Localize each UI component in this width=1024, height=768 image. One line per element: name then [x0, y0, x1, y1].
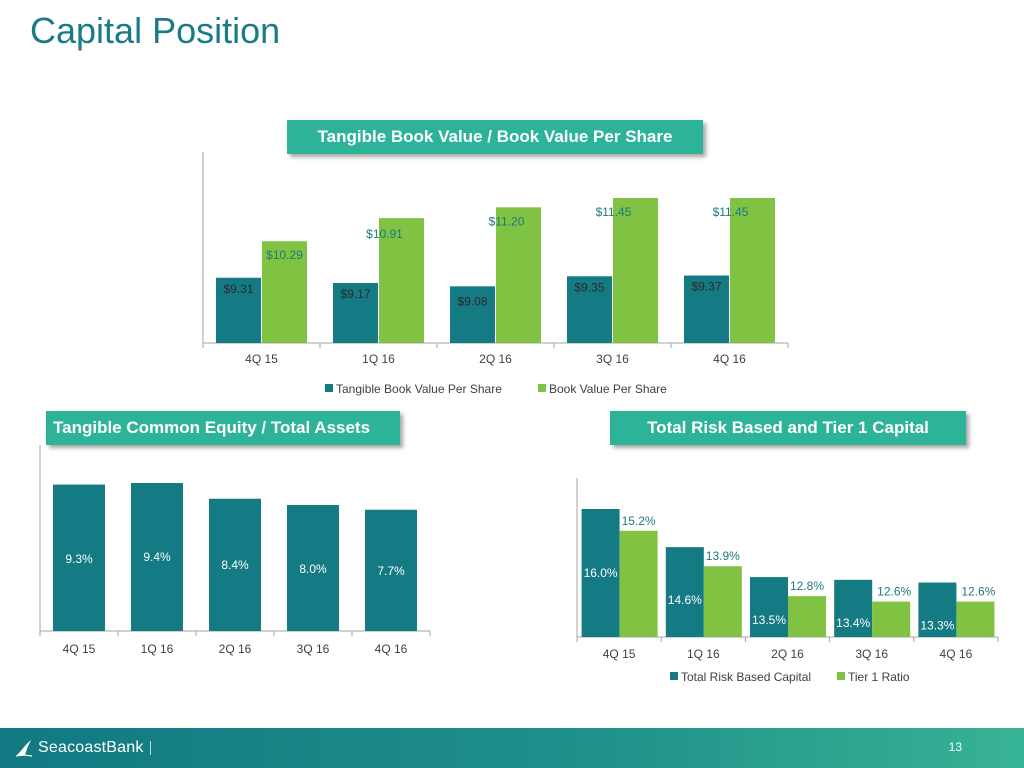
legend-label-tangible-book-value: Tangible Book Value Per Share	[336, 382, 502, 396]
logo-divider	[149, 741, 151, 755]
legend-swatch-total-risk-based-capital	[670, 672, 678, 680]
legend-label-total-risk-based-capital: Total Risk Based Capital	[681, 670, 811, 684]
x-tick-label: 2Q 16	[219, 642, 252, 656]
data-label-tce-ratio: 8.4%	[221, 558, 249, 572]
data-label-tangible-book-value: $9.08	[457, 294, 487, 308]
bar-book-value	[496, 207, 541, 343]
data-label-book-value: $11.45	[713, 205, 749, 219]
bar-total-risk-based-capital	[750, 577, 788, 637]
x-tick-label: 4Q 16	[940, 647, 973, 661]
bar-tce-ratio	[209, 498, 261, 631]
x-tick-label: 3Q 16	[596, 352, 629, 366]
bar-tier-1-ratio	[788, 596, 826, 637]
x-tick-label: 4Q 15	[603, 647, 636, 661]
page-title: Capital Position	[30, 10, 281, 51]
data-label-tier-1-ratio: 12.8%	[790, 579, 824, 593]
x-tick-label: 3Q 16	[297, 642, 330, 656]
bar-book-value	[262, 241, 307, 343]
data-label-total-risk-based-capital: 16.0%	[584, 566, 618, 580]
bar-total-risk-based-capital	[834, 579, 873, 637]
bar-total-risk-based-capital	[581, 509, 620, 637]
bar-total-risk-based-capital	[918, 582, 957, 637]
data-label-tier-1-ratio: 12.6%	[877, 585, 911, 599]
legend-swatch-tangible-book-value	[325, 384, 333, 392]
x-tick-label: 4Q 16	[713, 352, 746, 366]
bar-tce-ratio	[53, 484, 105, 631]
bar-tce-ratio	[287, 505, 339, 631]
bar-book-value	[379, 218, 424, 343]
data-label-tce-ratio: 7.7%	[377, 564, 405, 578]
bar-tce-ratio	[131, 483, 183, 631]
legend-label-tier-1-ratio: Tier 1 Ratio	[848, 670, 910, 684]
data-label-book-value: $10.91	[366, 227, 403, 241]
bar-tier-1-ratio	[619, 530, 658, 637]
x-tick-label: 2Q 16	[479, 352, 512, 366]
bar-tier-1-ratio	[703, 566, 742, 637]
data-label-tangible-book-value: $9.35	[574, 280, 604, 294]
legend-swatch-book-value	[538, 384, 546, 392]
data-label-tce-ratio: 9.3%	[65, 552, 93, 566]
x-tick-label: 2Q 16	[771, 647, 804, 661]
x-tick-label: 4Q 16	[375, 642, 408, 656]
bar-total-risk-based-capital	[665, 547, 704, 637]
logo-text: SeacoastBank	[38, 739, 144, 756]
data-label-tce-ratio: 9.4%	[143, 550, 171, 564]
bar-tangible-book-value	[216, 277, 261, 343]
bar-tangible-book-value	[684, 275, 729, 343]
data-label-book-value: $11.20	[489, 214, 525, 228]
x-tick-label: 4Q 15	[63, 642, 96, 656]
data-label-tangible-book-value: $9.37	[691, 280, 721, 294]
legend-label-book-value: Book Value Per Share	[549, 382, 667, 396]
chart-title-book-value: Tangible Book Value / Book Value Per Sha…	[287, 120, 703, 154]
page-number: 13	[948, 740, 962, 754]
data-label-total-risk-based-capital: 14.6%	[668, 593, 702, 607]
chart-title-tce-ratio: Tangible Common Equity / Total Assets	[46, 411, 400, 445]
legend-swatch-tier-1-ratio	[837, 672, 845, 680]
data-label-tce-ratio: 8.0%	[299, 562, 327, 576]
seacoast-logo: SeacoastBank	[14, 736, 151, 760]
x-tick-label: 1Q 16	[687, 647, 720, 661]
bar-tangible-book-value	[333, 282, 378, 343]
x-tick-label: 1Q 16	[141, 642, 174, 656]
data-label-tangible-book-value: $9.17	[340, 287, 370, 301]
x-tick-label: 3Q 16	[855, 647, 888, 661]
x-tick-label: 4Q 15	[245, 352, 278, 366]
data-label-total-risk-based-capital: 13.4%	[836, 616, 870, 630]
bar-tier-1-ratio	[956, 601, 995, 637]
chart-title-risk-capital: Total Risk Based and Tier 1 Capital	[610, 411, 966, 445]
data-label-book-value: $11.45	[596, 205, 632, 219]
data-label-tier-1-ratio: 12.6%	[961, 585, 995, 599]
data-label-total-risk-based-capital: 13.3%	[920, 619, 954, 633]
data-label-tangible-book-value: $9.31	[223, 282, 253, 296]
bar-tier-1-ratio	[872, 601, 911, 637]
bar-book-value	[730, 198, 775, 343]
footer-bar: SeacoastBank 13	[0, 728, 1024, 768]
bar-tangible-book-value	[567, 276, 612, 343]
x-tick-label: 1Q 16	[362, 352, 395, 366]
data-label-total-risk-based-capital: 13.5%	[752, 613, 786, 627]
data-label-book-value: $10.29	[266, 248, 303, 262]
bar-book-value	[613, 198, 658, 343]
bar-tangible-book-value	[450, 286, 495, 343]
bar-tce-ratio	[365, 509, 417, 631]
data-label-tier-1-ratio: 13.9%	[706, 549, 740, 563]
data-label-tier-1-ratio: 15.2%	[622, 514, 656, 528]
sail-icon	[15, 740, 33, 757]
